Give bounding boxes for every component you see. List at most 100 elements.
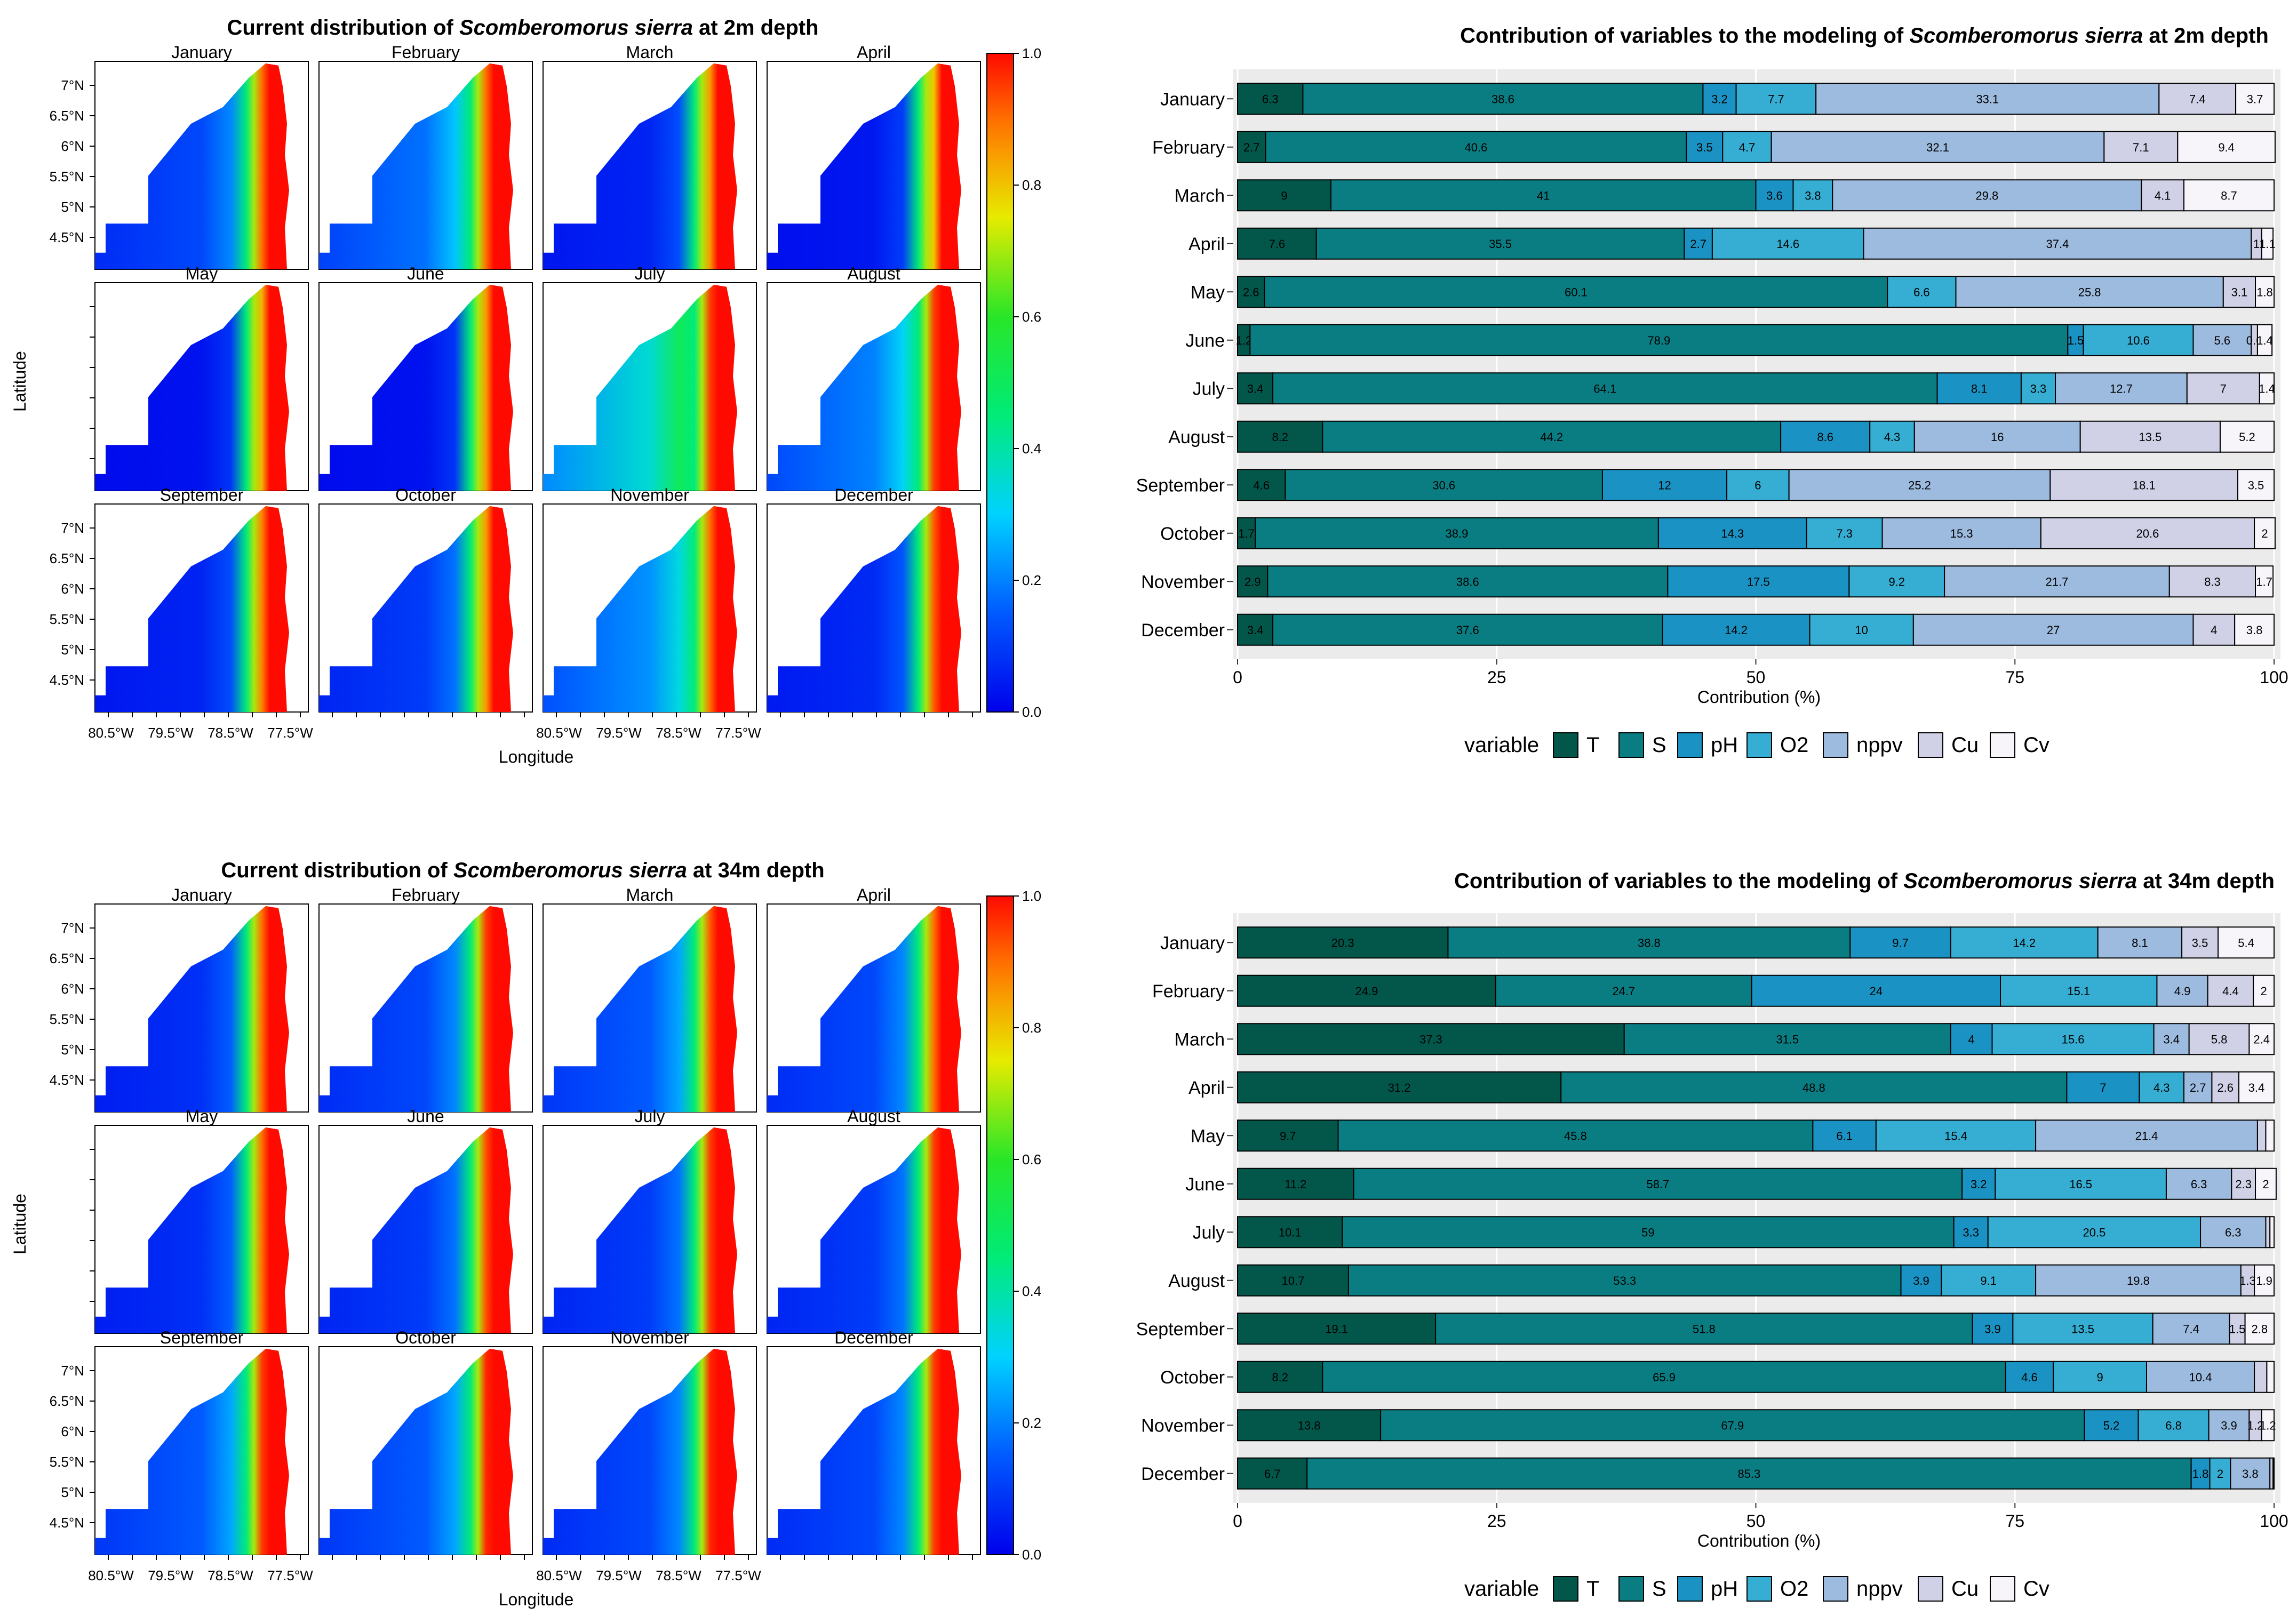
segment-value-label: 32.1 — [1926, 141, 1949, 154]
segment-value-label: 25.2 — [1908, 478, 1931, 492]
segment-value-label: 6.6 — [1913, 285, 1930, 299]
lat-tick-label: 7°N — [61, 520, 84, 536]
panel-month-label: February — [392, 885, 460, 905]
segment-value-label: 9.1 — [1980, 1274, 1997, 1287]
map-title: Current distribution of Scomberomorus si… — [221, 859, 824, 882]
lat-tick-label: 7°N — [61, 1363, 84, 1379]
bar-segment-S — [1315, 227, 1685, 260]
x-tick-label: 0 — [1233, 668, 1242, 687]
lat-tick-label: 6°N — [61, 981, 84, 997]
ocean-surface — [543, 1348, 737, 1555]
lon-tick-label: 78.5°W — [208, 725, 253, 741]
bar-segment-nppv — [1815, 83, 2160, 115]
lat-tick-label: 7°N — [61, 920, 84, 936]
map-panel-september: September — [90, 485, 309, 717]
segment-value-label: 20.3 — [1331, 936, 1354, 949]
ocean-surface — [543, 906, 737, 1112]
segment-value-label: 3.5 — [1696, 141, 1713, 154]
y-tick-label: July — [1193, 1222, 1225, 1243]
colorbar-tick-label: 0.0 — [1022, 1547, 1041, 1563]
segment-value-label: 7 — [2220, 382, 2227, 395]
bar-segment-Cv — [2219, 420, 2275, 453]
bar-segment-Cv — [2253, 974, 2275, 1007]
bar-segment-T — [1237, 613, 1274, 646]
lon-tick-label: 77.5°W — [267, 1567, 313, 1583]
bar-segment-Cv — [2255, 1167, 2277, 1200]
panel-month-label: July — [635, 264, 665, 283]
bar-segment-S — [1322, 1361, 2006, 1393]
bar-segment-O2 — [1806, 517, 1883, 549]
plot-background — [1233, 913, 2280, 1503]
lon-tick-label: 79.5°W — [596, 1567, 642, 1583]
bar-segment-Cv — [2272, 1457, 2275, 1490]
lon-tick-label: 79.5°W — [596, 725, 642, 741]
bar-segment-pH — [1751, 974, 2001, 1007]
x-tick-label: 75 — [2005, 668, 2024, 687]
segment-value-label: 2.3 — [2235, 1178, 2252, 1191]
legend-label-nppv: nppv — [1856, 733, 1903, 757]
y-tick-label: January — [1160, 89, 1225, 109]
bar-segment-S — [1380, 1409, 2085, 1442]
bar-segment-Cu — [2265, 1216, 2271, 1249]
segment-value-label: 1.2 — [2260, 1419, 2276, 1432]
bar-segment-S — [1285, 469, 1603, 501]
bar-segment-Cu — [2049, 469, 2238, 501]
bar-chart-2m: Contribution of variables to the modelin… — [1136, 24, 2288, 758]
y-tick-label: February — [1152, 138, 1225, 158]
segment-value-label: 1.4 — [2256, 334, 2273, 347]
lon-tick-label: 80.5°W — [88, 1567, 134, 1583]
bar-segment-T — [1237, 83, 1304, 115]
y-tick-label: March — [1175, 186, 1225, 206]
legend-label-O2: O2 — [1780, 1577, 1808, 1601]
segment-value-label: 3.2 — [1971, 1178, 1987, 1191]
segment-value-label: 38.6 — [1492, 92, 1514, 106]
panel-month-label: March — [626, 885, 674, 905]
segment-value-label: 37.6 — [1456, 623, 1479, 637]
segment-value-label: 4.9 — [2174, 985, 2191, 998]
bar-segment-S — [1267, 565, 1669, 598]
segment-value-label: 6.1 — [1836, 1129, 1853, 1142]
y-tick-label: April — [1189, 234, 1225, 254]
bar-segment-nppv — [2200, 1216, 2267, 1249]
bar-segment-S — [1353, 1167, 1963, 1200]
segment-value-label: 2 — [2217, 1467, 2223, 1481]
segment-value-label: 9.7 — [1892, 936, 1909, 949]
bar-segment-S — [1272, 613, 1663, 646]
panel-month-label: April — [857, 885, 891, 905]
segment-value-label: 10.7 — [1282, 1274, 1305, 1287]
bar-segment-Cu — [2240, 1264, 2255, 1297]
segment-value-label: 3.2 — [1711, 92, 1728, 106]
segment-value-label: 78.9 — [1647, 334, 1670, 347]
bar-segment-nppv — [1944, 565, 2170, 598]
bar-segment-Cv — [2255, 565, 2274, 598]
segment-value-label: 5.2 — [2239, 430, 2255, 444]
segment-value-label: 1.7 — [1238, 527, 1255, 540]
bar-segment-Cv — [2177, 131, 2276, 163]
y-tick-label: December — [1141, 620, 1225, 641]
legend-title: variable — [1464, 1577, 1539, 1601]
segment-value-label: 3.3 — [2030, 382, 2047, 395]
map-panel-january: January — [90, 43, 309, 270]
segment-value-label: 2.7 — [2190, 1081, 2206, 1094]
bar-segment-pH — [2190, 1457, 2211, 1490]
segment-value-label: 3.5 — [2248, 478, 2264, 492]
bar-segment-pH — [1936, 372, 2022, 405]
bar-segment-O2 — [1995, 1167, 2167, 1200]
panel-month-label: August — [847, 264, 900, 283]
bar-segment-Cu — [2181, 926, 2219, 959]
legend-label-Cv: Cv — [2023, 733, 2049, 757]
ocean-surface — [319, 1127, 513, 1333]
segment-value-label: 3.3 — [1963, 1226, 1979, 1239]
segment-value-label: 4 — [1968, 1033, 1975, 1046]
ocean-surface — [95, 1127, 289, 1333]
bar-segment-Cv — [2183, 179, 2275, 212]
segment-value-label: 10.6 — [2127, 334, 2150, 347]
legend-title: variable — [1464, 733, 1539, 757]
bar-segment-pH — [1684, 227, 1713, 260]
segment-value-label: 4.3 — [1884, 430, 1901, 444]
segment-value-label: 1.5 — [2068, 334, 2084, 347]
panel-month-label: March — [626, 43, 674, 62]
legend-label-S: S — [1652, 733, 1666, 757]
plot-background — [1233, 69, 2280, 659]
segment-value-label: 31.5 — [1776, 1033, 1799, 1046]
